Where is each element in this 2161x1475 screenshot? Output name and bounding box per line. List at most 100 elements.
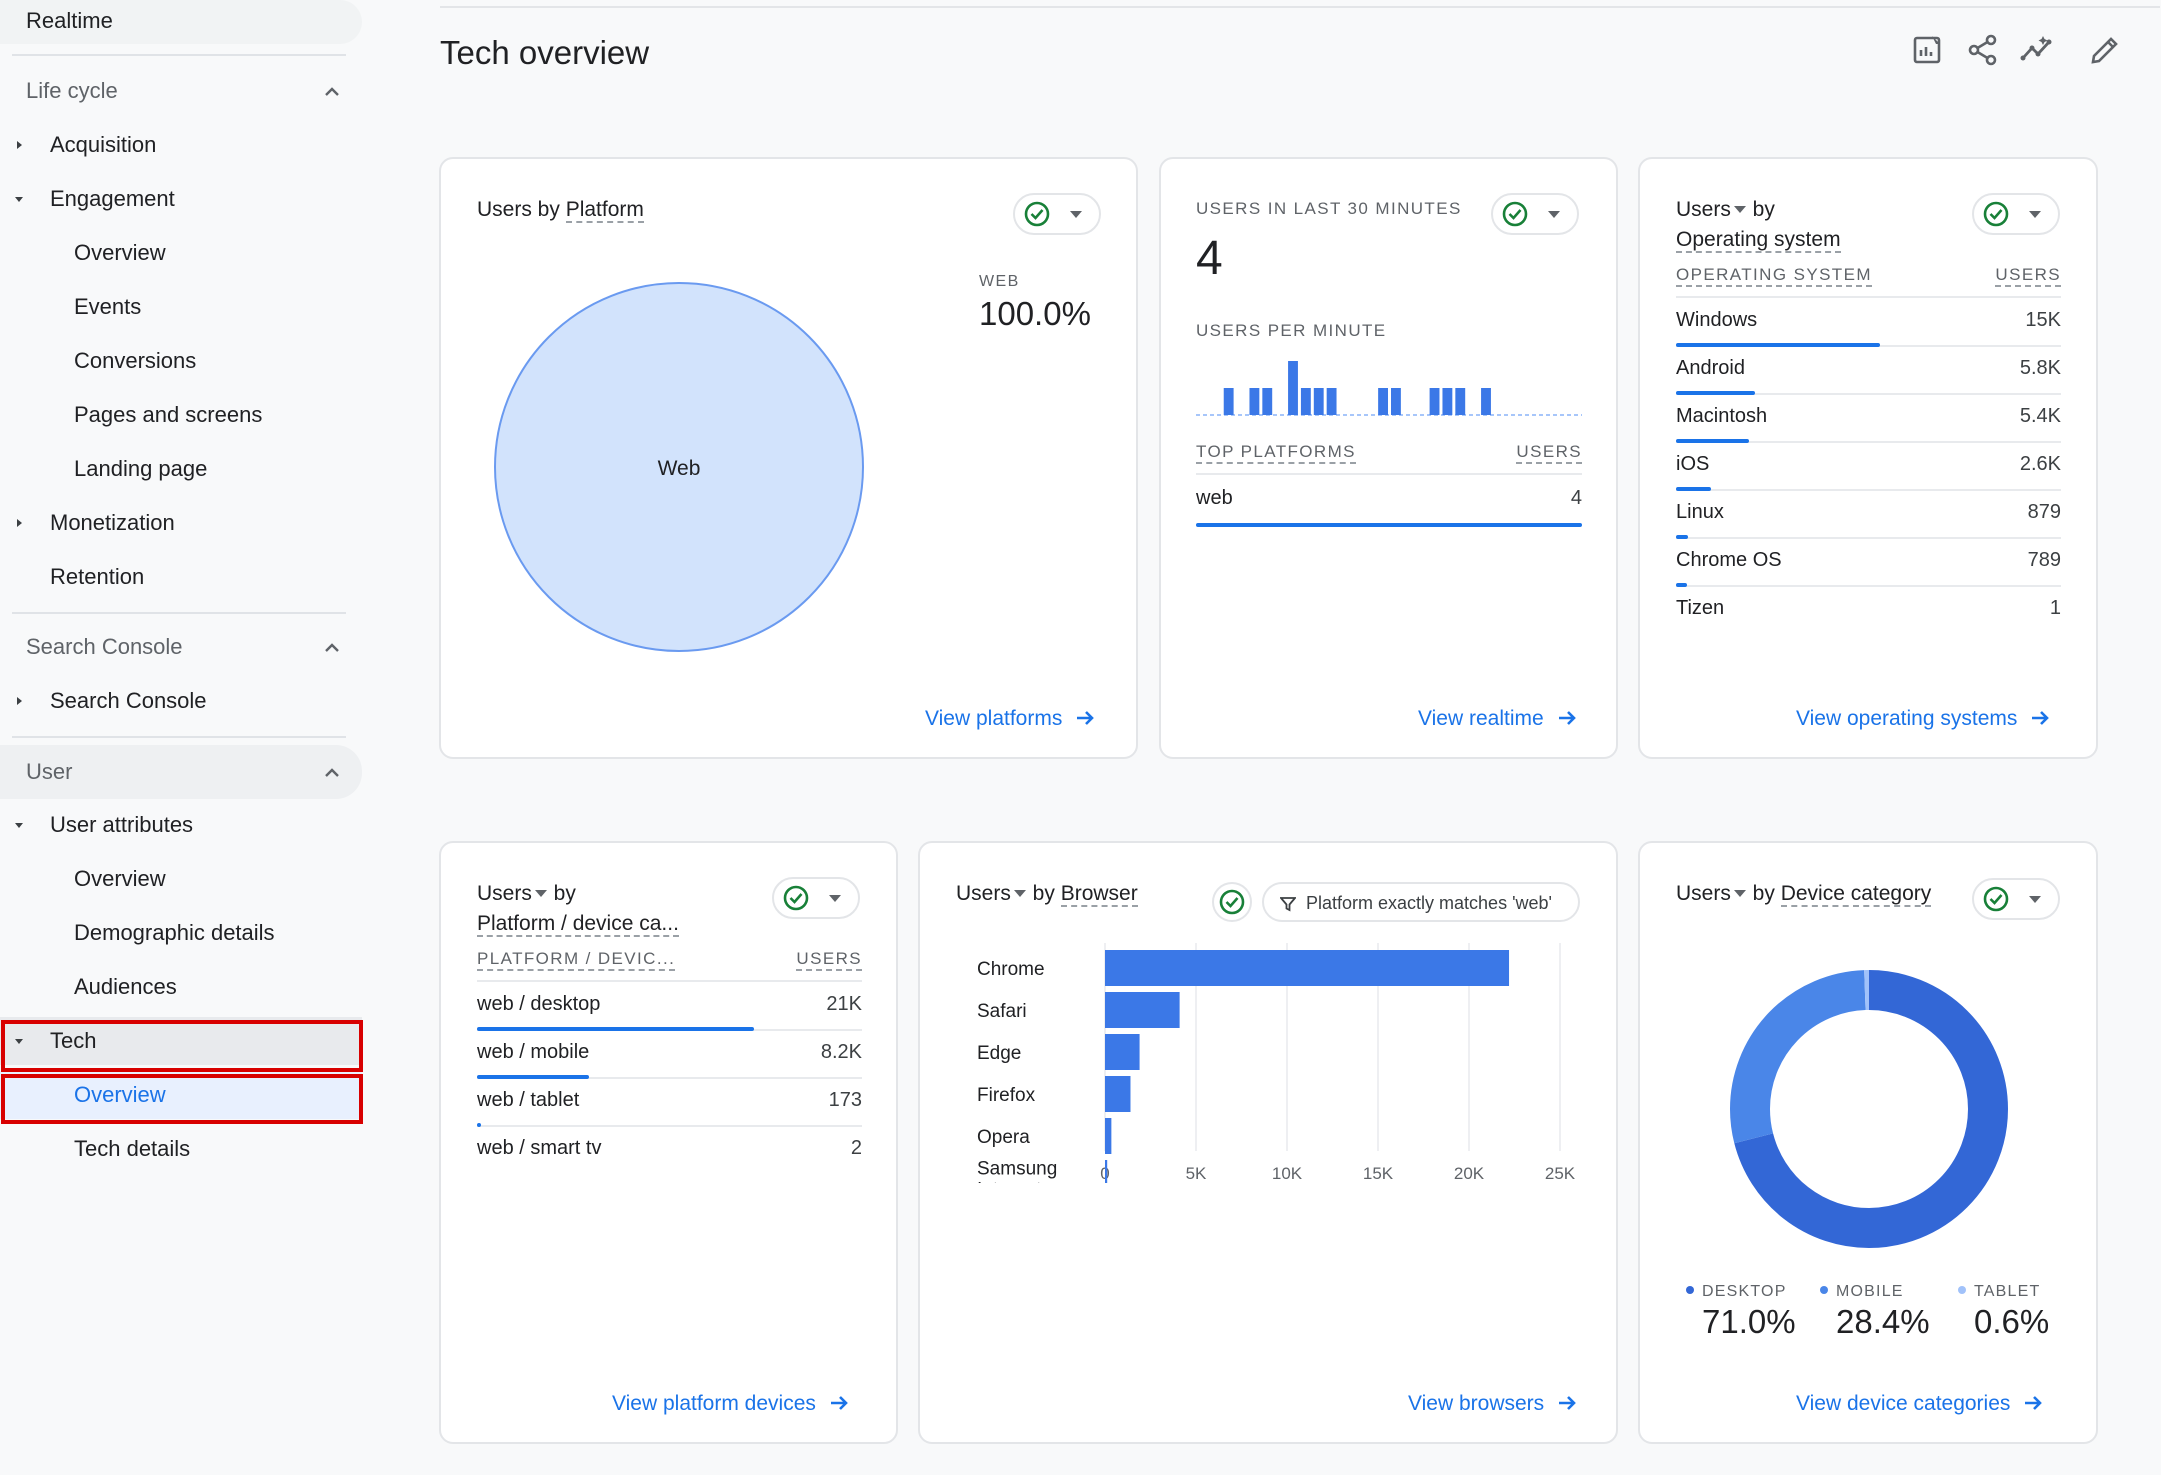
data-quality-menu[interactable]: [1972, 193, 2060, 235]
minute-bar[interactable]: [1288, 361, 1298, 415]
dimension-label[interactable]: Browser: [1060, 882, 1138, 907]
donut-slice-mobile[interactable]: [1730, 970, 2008, 1248]
view-device-categories-link[interactable]: View device categories: [1796, 1392, 2044, 1416]
minute-bar[interactable]: [1481, 388, 1491, 415]
column-header-users[interactable]: USERS: [1516, 442, 1582, 464]
sidebar-item-label: Tech details: [74, 1136, 191, 1161]
sidebar-item-tech[interactable]: Tech: [0, 1017, 362, 1065]
metric-selector[interactable]: Users: [1676, 198, 1747, 221]
sidebar-item-retention[interactable]: Retention: [0, 553, 362, 601]
insights-icon[interactable]: [2019, 32, 2055, 68]
minute-bar[interactable]: [1455, 388, 1466, 415]
sidebar-item-audiences[interactable]: Audiences: [0, 963, 362, 1011]
table-row[interactable]: Android 5.8K: [1676, 347, 2061, 395]
row-name: Chrome OS: [1676, 549, 1782, 571]
expand-right-icon: [17, 519, 22, 527]
column-header-platform[interactable]: TOP PLATFORMS: [1196, 442, 1356, 464]
minute-bar[interactable]: [1300, 388, 1311, 415]
section-lifecycle[interactable]: Life cycle: [0, 64, 362, 118]
sidebar-item-label: Retention: [50, 564, 145, 589]
dimension-label[interactable]: Platform / device ca...: [477, 912, 679, 937]
table-row[interactable]: web / mobile 8.2K: [477, 1031, 862, 1079]
dimension-label[interactable]: Device category: [1780, 882, 1932, 907]
pie-slice-web[interactable]: [494, 282, 864, 652]
table-row[interactable]: Chrome OS 789: [1676, 539, 2061, 587]
section-search-console[interactable]: Search Console: [0, 620, 362, 674]
dimension-label[interactable]: Platform: [565, 198, 644, 223]
sidebar-item-realtime[interactable]: Realtime: [0, 0, 362, 44]
data-quality-menu[interactable]: [1972, 878, 2060, 920]
metric-selector[interactable]: Users: [1676, 882, 1747, 905]
table-row[interactable]: Macintosh 5.4K: [1676, 395, 2061, 443]
data-quality-menu[interactable]: [1491, 193, 1579, 235]
table-row[interactable]: iOS 2.6K: [1676, 443, 2061, 491]
data-quality-menu[interactable]: [772, 877, 860, 919]
pie-label: Web: [658, 457, 701, 480]
sidebar-item-tech-overview[interactable]: Overview: [0, 1071, 362, 1119]
donut-slice-tablet[interactable]: [1730, 970, 2008, 1248]
data-quality-menu[interactable]: [1013, 193, 1101, 235]
column-header-os[interactable]: OPERATING SYSTEM: [1676, 265, 1872, 287]
sidebar-item-tech-details[interactable]: Tech details: [0, 1125, 362, 1173]
column-header-platform-device[interactable]: PLATFORM / DEVIC...: [477, 949, 676, 971]
legend-label-text: DESKTOP: [1702, 1283, 1787, 1300]
edit-icon[interactable]: [2087, 32, 2123, 68]
category-label: Edge: [977, 1043, 1021, 1064]
filter-text: Platform exactly matches 'web': [1306, 893, 1552, 913]
table-row[interactable]: Linux 879: [1676, 491, 2061, 539]
section-user[interactable]: User: [0, 745, 362, 799]
sidebar-item-acquisition[interactable]: Acquisition: [0, 121, 362, 169]
browser-bar-chart: 05K10K15K20K25KChromeSafariEdgeFirefoxOp…: [977, 943, 1576, 1183]
view-platforms-link[interactable]: View platforms: [925, 707, 1096, 731]
table-row[interactable]: web / desktop 21K: [477, 983, 862, 1031]
metric-selector[interactable]: Users: [956, 882, 1027, 905]
sidebar-item-search-console[interactable]: Search Console: [0, 677, 362, 725]
table-row[interactable]: Windows 15K: [1676, 299, 2061, 347]
minute-bar[interactable]: [1326, 388, 1337, 415]
sidebar-item-monetization[interactable]: Monetization: [0, 499, 362, 547]
browser-bar[interactable]: [1105, 1118, 1112, 1154]
dimension-label[interactable]: Operating system: [1676, 228, 1841, 253]
minute-bar[interactable]: [1429, 388, 1440, 415]
highlight-box-tech: [1, 1020, 363, 1072]
table-row[interactable]: web 4: [1196, 477, 1582, 527]
minute-bar[interactable]: [1378, 388, 1388, 415]
sidebar-item-pages-and-screens[interactable]: Pages and screens: [0, 391, 362, 439]
view-operating-systems-link[interactable]: View operating systems: [1796, 707, 2051, 731]
minute-bar[interactable]: [1391, 388, 1401, 415]
minute-bar[interactable]: [1249, 388, 1260, 415]
sidebar-item-conversions[interactable]: Conversions: [0, 337, 362, 385]
column-header-users[interactable]: USERS: [1995, 265, 2061, 287]
view-realtime-link[interactable]: View realtime: [1418, 707, 1578, 731]
browser-bar[interactable]: [1105, 1034, 1140, 1070]
sidebar-item-landing-page[interactable]: Landing page: [0, 445, 362, 493]
minute-bar[interactable]: [1262, 388, 1273, 415]
metric-selector[interactable]: Users: [477, 882, 548, 905]
minute-bar[interactable]: [1313, 388, 1324, 415]
filter-chip[interactable]: Platform exactly matches 'web': [1262, 882, 1580, 922]
sidebar-item-user-attributes[interactable]: User attributes: [0, 801, 362, 849]
customize-report-icon[interactable]: [1910, 32, 1946, 68]
minute-bar[interactable]: [1442, 388, 1453, 415]
column-header-users[interactable]: USERS: [796, 949, 862, 971]
table-row[interactable]: web / smart tv 2: [477, 1127, 862, 1175]
sidebar-item-demographic-details[interactable]: Demographic details: [0, 909, 362, 957]
browser-bar[interactable]: [1105, 1160, 1108, 1183]
row-name: Android: [1676, 357, 1745, 379]
share-icon[interactable]: [1965, 32, 2001, 68]
browser-bar[interactable]: [1105, 950, 1510, 986]
sidebar-item-engagement-overview[interactable]: Overview: [0, 229, 362, 277]
table-row[interactable]: web / tablet 173: [477, 1079, 862, 1127]
sidebar-item-label: Realtime: [26, 8, 113, 33]
sidebar-item-events[interactable]: Events: [0, 283, 362, 331]
sidebar-item-engagement[interactable]: Engagement: [0, 175, 362, 223]
view-platform-devices-link[interactable]: View platform devices: [612, 1392, 850, 1416]
view-browsers-link[interactable]: View browsers: [1408, 1392, 1578, 1416]
minute-bar[interactable]: [1223, 388, 1234, 415]
table-row[interactable]: Tizen 1: [1676, 587, 2061, 635]
browser-bar[interactable]: [1105, 1076, 1131, 1112]
card-title: Users by Device category: [1676, 879, 1932, 909]
browser-bar[interactable]: [1105, 992, 1180, 1028]
check-circle-icon[interactable]: [1212, 882, 1252, 922]
sidebar-item-attributes-overview[interactable]: Overview: [0, 855, 362, 903]
